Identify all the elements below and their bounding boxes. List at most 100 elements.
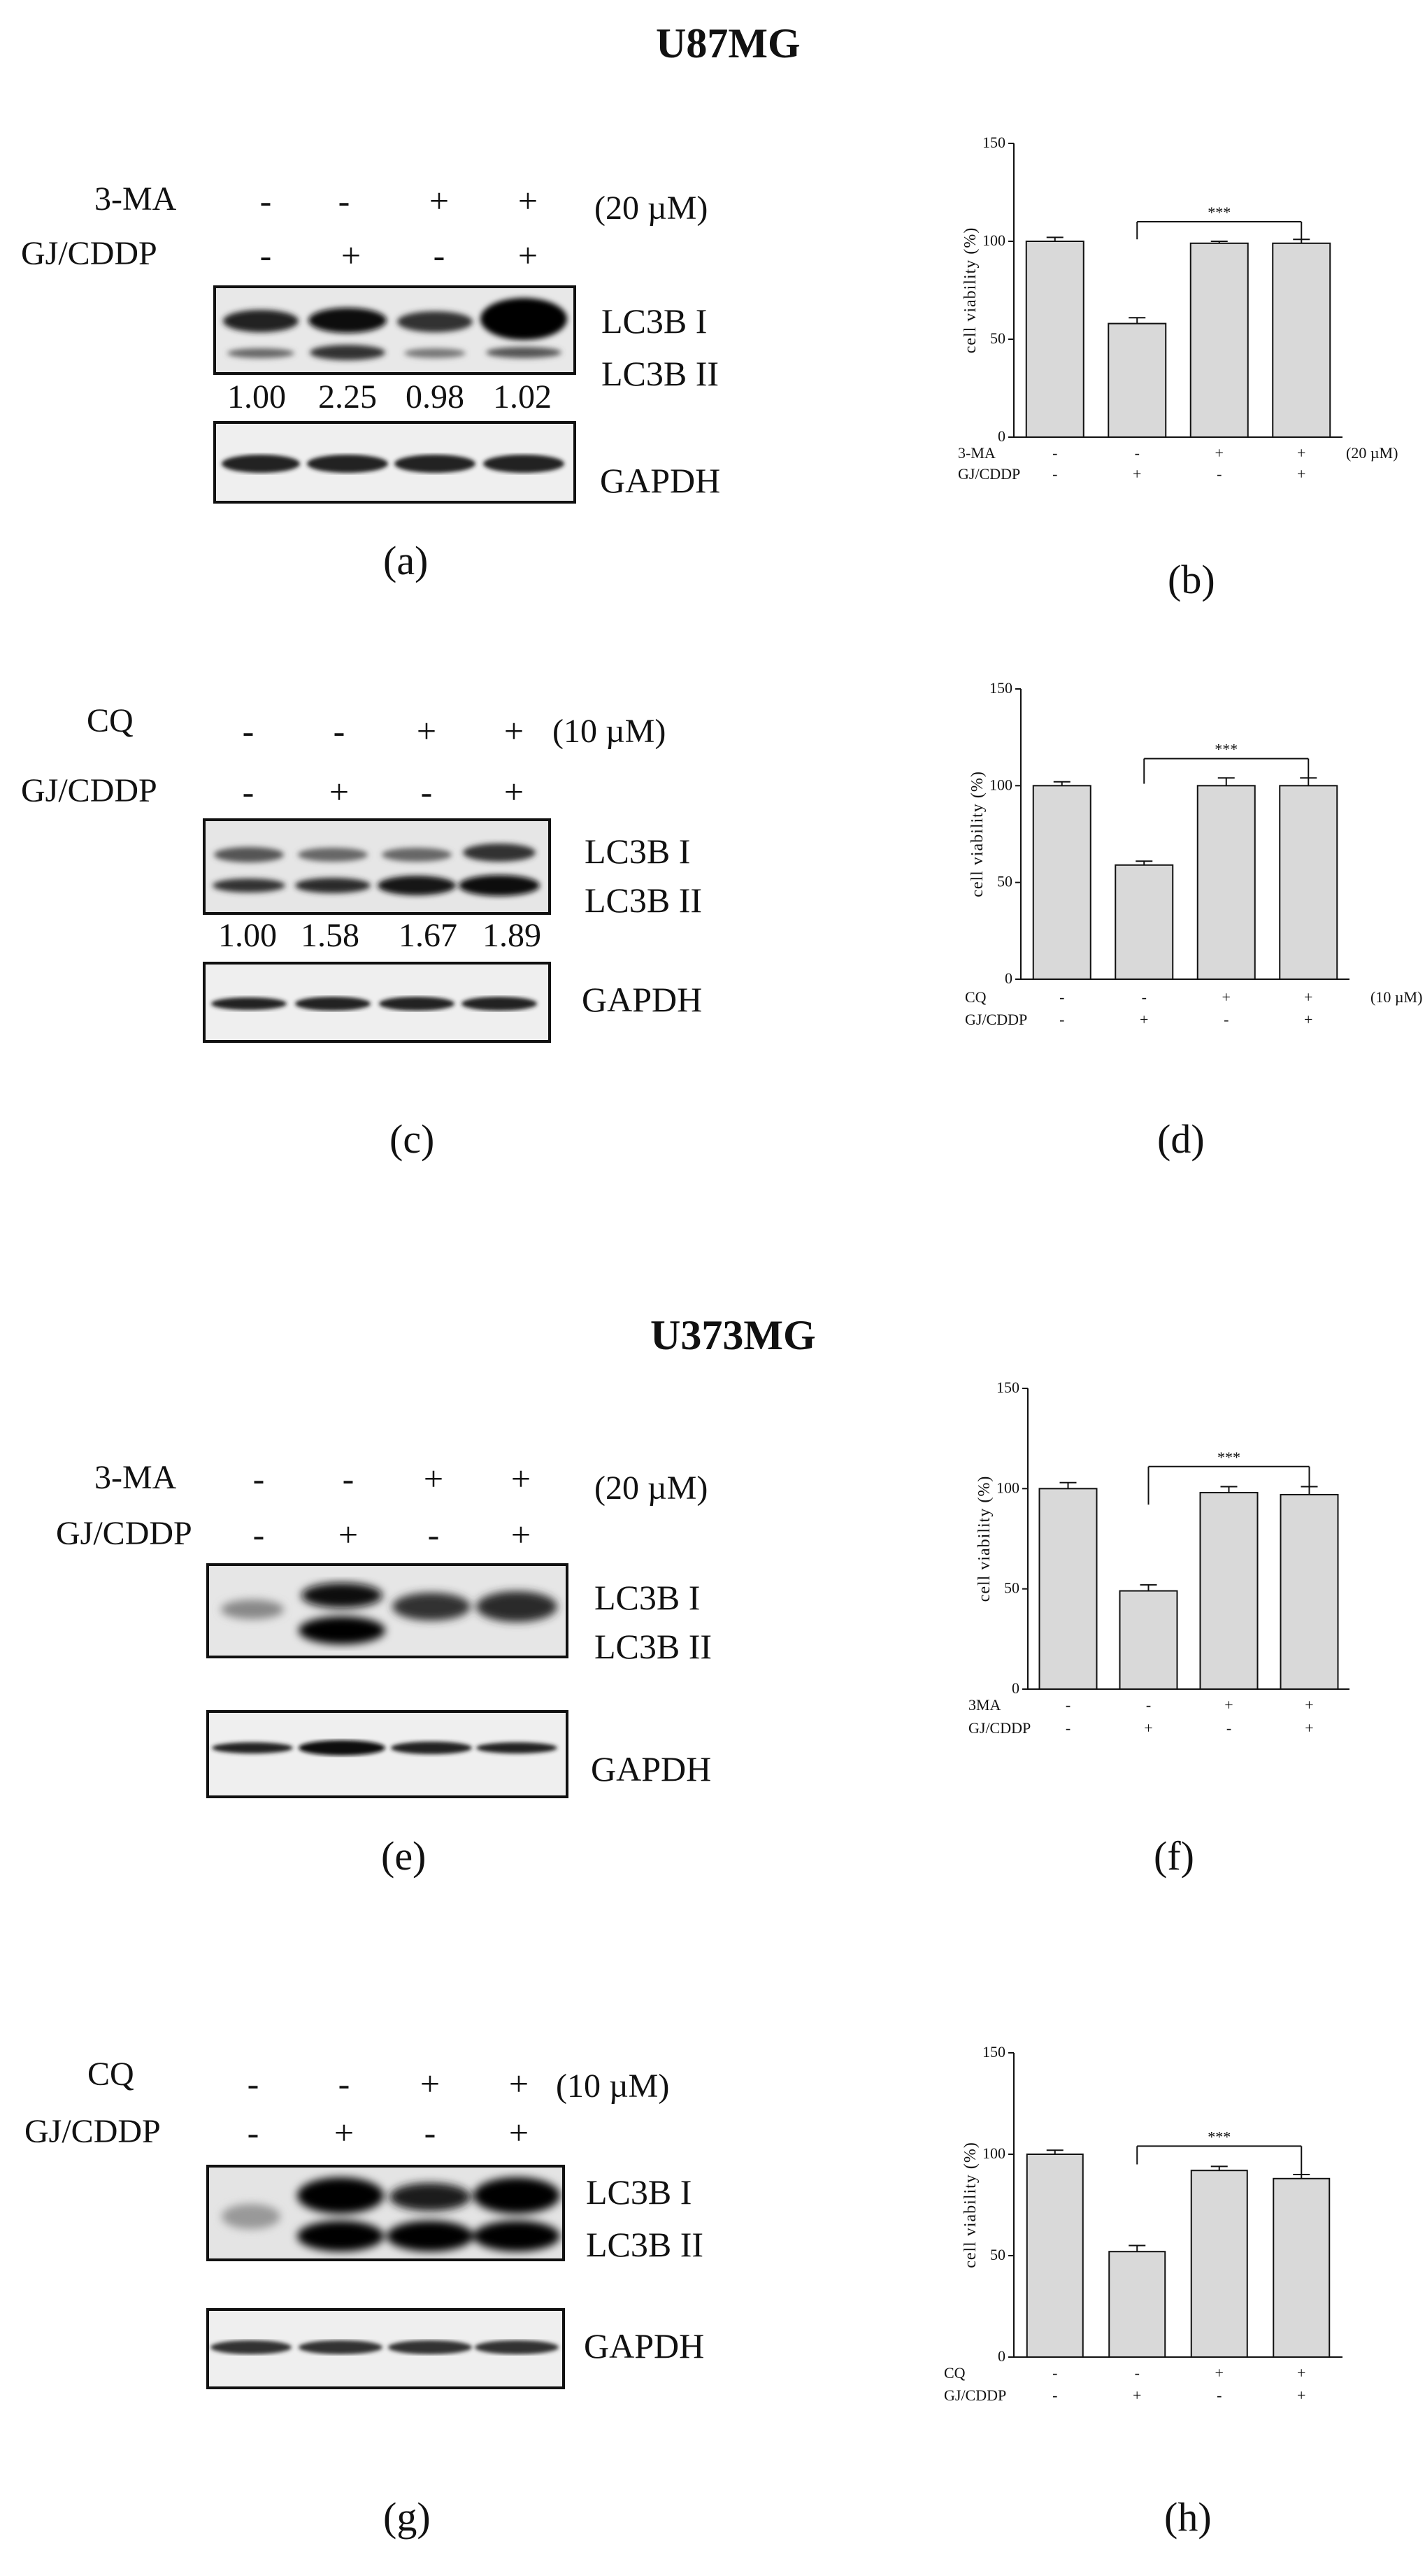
treatment-label-1: CQ xyxy=(87,2056,134,2093)
treatment-row-label: GJ/CDDP xyxy=(944,2386,1006,2404)
significance-label: *** xyxy=(1217,1449,1240,1466)
treatment-label-1: CQ xyxy=(87,702,134,739)
band-label-lc3b-ii: LC3B II xyxy=(601,354,719,393)
bar xyxy=(1108,2251,1166,2358)
panel-label-c: (c) xyxy=(389,1116,435,1162)
treatment-sign: + xyxy=(508,2064,529,2103)
treatment-label-2: GJ/CDDP xyxy=(56,1515,192,1552)
treatment-row-label: GJ/CDDP xyxy=(958,465,1020,483)
treatment-sign: - xyxy=(1066,1719,1070,1737)
treatment-sign: + xyxy=(1305,1719,1313,1737)
treatment-sign: - xyxy=(338,2064,350,2103)
concentration-label: (20 µM) xyxy=(594,190,708,227)
bar xyxy=(1196,785,1256,980)
treatment-sign: + xyxy=(1133,2386,1141,2404)
treatment-sign: - xyxy=(1146,1696,1151,1714)
treatment-label-1: 3-MA xyxy=(94,1459,177,1496)
band-label-lc3b-i: LC3B I xyxy=(594,1578,701,1617)
cell-line-title-u373mg: U373MG xyxy=(650,1312,816,1358)
treatment-row-label: GJ/CDDP xyxy=(965,1011,1027,1028)
treatment-sign: - xyxy=(1052,444,1057,462)
quantification-value: 1.02 xyxy=(493,378,552,415)
band-label-gapdh: GAPDH xyxy=(584,2326,705,2365)
bar xyxy=(1199,1492,1259,1690)
gapdh-blot-image xyxy=(213,421,576,504)
significance-label: *** xyxy=(1208,2128,1231,2145)
treatment-sign: - xyxy=(427,1515,440,1554)
treatment-sign: - xyxy=(420,772,433,811)
treatment-sign: + xyxy=(338,1515,359,1554)
bar xyxy=(1115,864,1174,980)
treatment-sign: - xyxy=(1142,988,1147,1006)
quantification-value: 1.58 xyxy=(301,917,359,954)
treatment-sign: + xyxy=(517,181,538,220)
bar xyxy=(1273,2177,1331,2358)
bar xyxy=(1279,785,1338,980)
gapdh-blot-image xyxy=(206,1710,568,1798)
treatment-sign: - xyxy=(252,1515,265,1554)
y-tick-label: 100 xyxy=(982,2144,1005,2162)
treatment-sign: + xyxy=(1215,444,1224,462)
treatment-sign: + xyxy=(508,2113,529,2152)
band-label-lc3b-ii: LC3B II xyxy=(594,1627,712,1666)
y-tick-label: 100 xyxy=(982,232,1005,249)
gapdh-bands xyxy=(212,1740,557,1756)
y-tick-label: 0 xyxy=(998,427,1005,445)
y-axis-label: cell viability (%) xyxy=(961,2142,980,2268)
treatment-sign: - xyxy=(1135,444,1140,462)
treatment-sign: - xyxy=(433,236,445,275)
treatment-sign: + xyxy=(503,711,524,750)
treatment-sign: + xyxy=(1224,1696,1233,1714)
treatment-sign: - xyxy=(424,2113,436,2152)
band-label-gapdh: GAPDH xyxy=(600,461,721,500)
treatment-sign: - xyxy=(1052,2386,1057,2404)
treatment-row-label: GJ/CDDP xyxy=(968,1719,1031,1737)
gapdh-bands xyxy=(222,455,564,473)
treatment-sign: - xyxy=(1059,1011,1064,1028)
quantification-value: 1.89 xyxy=(482,917,541,954)
treatment-sign: - xyxy=(1217,465,1222,483)
y-tick-label: 0 xyxy=(1005,969,1012,987)
band-label-gapdh: GAPDH xyxy=(582,980,703,1019)
treatment-sign: + xyxy=(517,236,538,275)
treatment-sign: + xyxy=(1297,2386,1305,2404)
treatment-sign: - xyxy=(259,236,272,275)
treatment-sign: - xyxy=(1226,1719,1231,1737)
bar xyxy=(1038,1488,1098,1690)
treatment-sign: + xyxy=(416,711,437,750)
band-label-lc3b-i: LC3B I xyxy=(601,301,708,341)
y-tick-label: 150 xyxy=(989,679,1012,697)
treatment-sign: + xyxy=(1297,465,1305,483)
concentration-label: (10 µM) xyxy=(1370,988,1422,1006)
treatment-label-2: GJ/CDDP xyxy=(21,772,157,809)
treatment-sign: + xyxy=(334,2113,355,2152)
bar xyxy=(1189,242,1249,439)
concentration-label: (20 µM) xyxy=(594,1470,708,1507)
lc3b-blot-image xyxy=(213,285,576,375)
treatment-sign: + xyxy=(1140,1011,1148,1028)
y-tick-label: 100 xyxy=(996,1479,1019,1496)
y-tick-label: 0 xyxy=(998,2347,1005,2365)
treatment-sign: - xyxy=(342,1459,355,1498)
bar xyxy=(1119,1590,1178,1690)
y-axis-label: cell viability (%) xyxy=(968,771,987,897)
treatment-sign: + xyxy=(1133,465,1141,483)
panel-label-d: (d) xyxy=(1157,1116,1205,1162)
gapdh-blot-image xyxy=(203,962,551,1043)
treatment-sign: + xyxy=(423,1459,444,1498)
gapdh-bands xyxy=(211,997,537,1011)
y-axis-label: cell viability (%) xyxy=(961,227,980,354)
concentration-label: (10 µM) xyxy=(552,713,666,750)
bar-chart-f: 0 50 100 150 cell viability (%) *** 3MA - - + + GJ/… xyxy=(968,1379,1349,1737)
treatment-sign: + xyxy=(1144,1719,1152,1737)
treatment-sign: + xyxy=(1305,1696,1313,1714)
y-tick-label: 0 xyxy=(1012,1679,1019,1697)
significance-label: *** xyxy=(1215,741,1238,758)
y-tick-label: 50 xyxy=(990,2246,1005,2263)
treatment-sign: - xyxy=(247,2113,259,2152)
treatment-sign: - xyxy=(1135,2364,1140,2382)
treatment-label-2: GJ/CDDP xyxy=(24,2113,161,2150)
treatment-row-label: CQ xyxy=(965,988,987,1006)
treatment-sign: - xyxy=(242,772,255,811)
bar xyxy=(1272,242,1331,439)
